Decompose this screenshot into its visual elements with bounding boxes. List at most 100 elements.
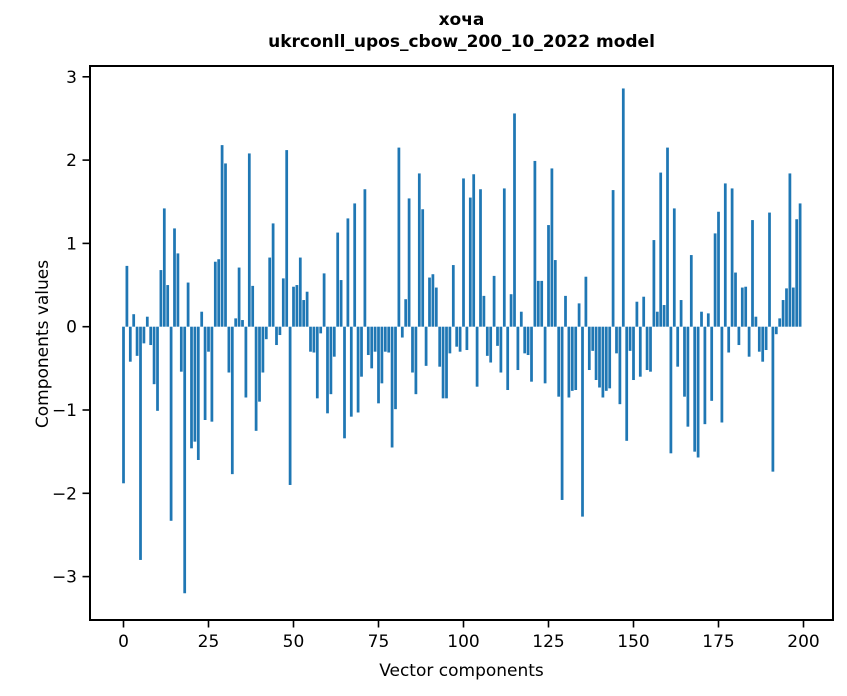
chart-subtitle: ukrconll_upos_cbow_200_10_2022 model [268, 32, 655, 52]
bar [628, 326, 632, 351]
bar [448, 326, 452, 354]
bar [570, 326, 574, 391]
bar [356, 326, 360, 413]
bar [523, 326, 527, 354]
bar [349, 326, 353, 417]
bar [156, 326, 159, 411]
bar [625, 326, 629, 441]
bar [751, 220, 754, 327]
bar [621, 88, 625, 327]
bar [237, 267, 241, 327]
bar [377, 326, 380, 404]
bar [696, 326, 700, 458]
bar [414, 326, 418, 395]
bar [319, 326, 323, 334]
x-tick-label: 0 [118, 632, 129, 652]
bar [553, 260, 557, 327]
bar [530, 326, 533, 382]
bar [577, 303, 581, 327]
bar [326, 326, 329, 414]
bars [122, 88, 802, 594]
bar [601, 326, 605, 398]
bar [659, 172, 663, 327]
bar [196, 326, 200, 460]
bar [162, 208, 166, 327]
bar [598, 326, 601, 388]
bar [400, 326, 404, 338]
bar [584, 276, 588, 327]
bar [567, 326, 571, 398]
bar [159, 270, 163, 327]
bar [176, 253, 180, 327]
bar [744, 286, 748, 327]
bar [336, 232, 340, 327]
bar [380, 326, 384, 384]
bar [179, 326, 183, 372]
bar [322, 273, 326, 327]
bar [649, 326, 652, 372]
bar [315, 326, 319, 399]
bar [254, 326, 258, 431]
bar [611, 190, 615, 327]
bar [713, 233, 717, 327]
y-axis-label: Components values [33, 259, 53, 429]
bar [710, 326, 714, 401]
bar [220, 145, 224, 327]
bar [645, 326, 649, 371]
bar [434, 287, 438, 327]
y-tick-label: 2 [66, 151, 77, 171]
bar [703, 326, 707, 425]
bar [278, 326, 282, 336]
bar [149, 326, 153, 346]
y-tick-label: −3 [52, 568, 77, 588]
bar [734, 272, 737, 327]
bar [366, 326, 370, 356]
bar [666, 147, 669, 327]
bar [506, 326, 510, 391]
bar [768, 212, 771, 327]
bar [547, 225, 550, 327]
bar [247, 153, 251, 327]
bar [353, 203, 357, 327]
bar [638, 326, 642, 377]
x-axis-label: Vector components [379, 661, 544, 681]
bar [594, 326, 598, 381]
bar [193, 326, 197, 442]
bar [652, 240, 656, 327]
x-tick-label: 125 [532, 632, 564, 652]
bar [268, 257, 272, 327]
bar [485, 326, 489, 356]
bar [329, 326, 333, 395]
bar [261, 326, 265, 373]
bar [676, 326, 680, 367]
bar [754, 316, 758, 327]
bar [587, 326, 591, 371]
bar [339, 280, 343, 327]
bar [492, 275, 496, 327]
bar [774, 326, 778, 335]
bar [309, 326, 312, 352]
bar [234, 318, 238, 327]
bar [791, 287, 795, 327]
bar [360, 326, 363, 377]
bar [295, 285, 299, 327]
bar [417, 173, 421, 327]
bar [210, 326, 214, 422]
bar [186, 282, 190, 327]
bar [655, 311, 659, 327]
bar [618, 326, 622, 405]
bar [533, 160, 537, 327]
y-tick-label: −1 [52, 401, 77, 421]
bar [686, 326, 690, 427]
bar [771, 326, 775, 472]
bar [557, 326, 561, 397]
bar [224, 163, 227, 327]
bar [693, 326, 697, 452]
bar [513, 113, 516, 327]
bar [394, 326, 397, 410]
bar [564, 295, 567, 327]
bar [424, 326, 428, 366]
bar [213, 261, 217, 327]
bar [281, 278, 285, 327]
